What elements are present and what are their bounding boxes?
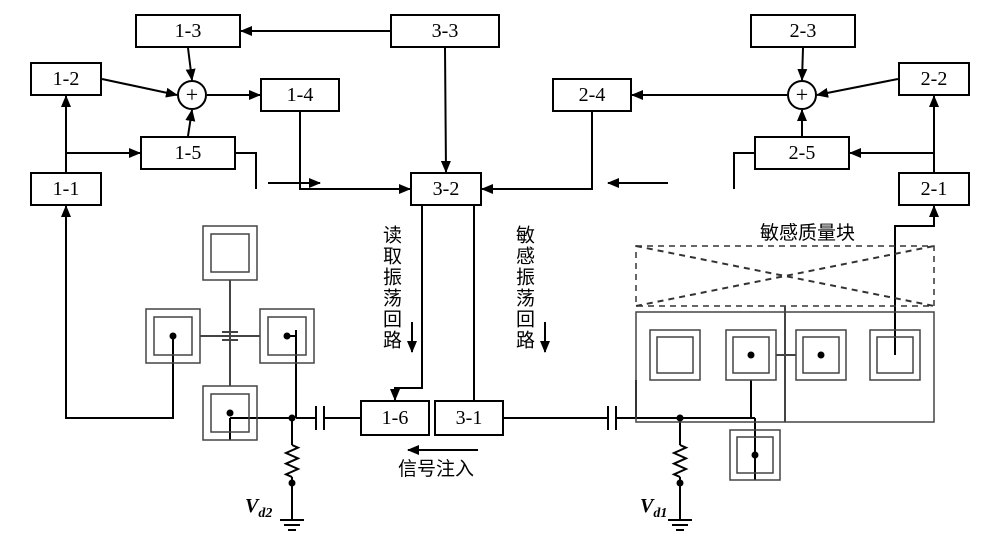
box-1-3: 1-3 (135, 14, 241, 48)
box-label: 1-5 (175, 142, 202, 165)
box-label: 3-1 (456, 407, 483, 430)
box-label: 2-2 (921, 68, 948, 91)
box-label: 1-1 (53, 178, 80, 201)
box-label: 3-3 (432, 20, 459, 43)
box-2-1: 2-1 (898, 172, 970, 206)
box-label: 2-5 (789, 142, 816, 165)
box-label: 3-2 (433, 178, 460, 201)
voltage-label-vd2: Vd2 (245, 495, 272, 522)
box-label: 1-2 (53, 68, 80, 91)
summing-node: + (787, 80, 817, 110)
annotation-sense-mass: 敏感质量块 (760, 218, 855, 245)
box-2-2: 2-2 (898, 62, 970, 96)
diagram-stage: 1-1 1-2 1-3 1-4 1-5 1-6 2-1 2-2 2-3 2-4 2-5 3-1 3-2 3… (0, 0, 1000, 558)
box-3-1: 3-1 (434, 400, 504, 436)
box-3-3: 3-3 (390, 14, 500, 48)
box-label: 1-3 (175, 20, 202, 43)
wiring-layer (0, 0, 1000, 558)
box-1-5: 1-5 (140, 136, 236, 170)
box-1-6: 1-6 (360, 400, 430, 436)
box-label: 2-3 (790, 20, 817, 43)
summing-node-symbol: + (796, 82, 808, 108)
box-1-4: 1-4 (260, 78, 340, 112)
voltage-label-vd1: Vd1 (640, 495, 667, 522)
annotation-sense-loop: 敏感振荡回路 (510, 225, 537, 351)
box-label: 2-1 (921, 178, 948, 201)
box-2-3: 2-3 (750, 14, 856, 48)
box-label: 1-4 (287, 84, 314, 107)
summing-node-symbol: + (186, 82, 198, 108)
box-1-1: 1-1 (30, 172, 102, 206)
box-label: 2-4 (579, 84, 606, 107)
summing-node: + (177, 80, 207, 110)
annotation-signal-inject: 信号注入 (398, 454, 474, 481)
box-2-5: 2-5 (754, 136, 850, 170)
box-3-2: 3-2 (410, 172, 482, 206)
box-label: 1-6 (382, 407, 409, 430)
box-2-4: 2-4 (552, 78, 632, 112)
annotation-read-loop: 读取振荡回路 (377, 225, 404, 351)
box-1-2: 1-2 (30, 62, 102, 96)
